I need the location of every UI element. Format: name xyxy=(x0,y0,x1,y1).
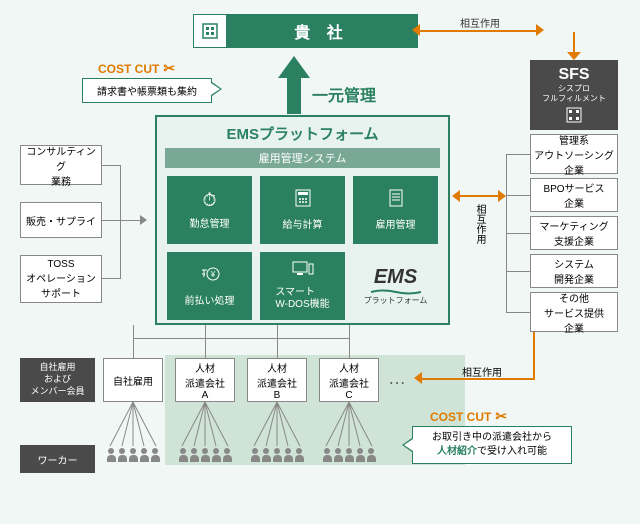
sfs-box: SFS シスプロ フルフィルメント xyxy=(530,60,618,130)
member-label: 自社雇用 および メンバー会員 xyxy=(20,358,95,402)
sfs-item: その他 サービス提供 企業 xyxy=(530,292,618,332)
arrow-stem xyxy=(287,92,301,114)
cost-cut-callout: お取引き中の派遣会社から 人材紹介で受け入れ可能 xyxy=(412,426,572,464)
worker-group xyxy=(322,448,376,462)
bottom-box-a: 人材 派遣会社 A xyxy=(175,358,235,402)
tile-label: 給与計算 xyxy=(283,216,323,231)
arrow-left xyxy=(412,24,420,36)
monitor-icon xyxy=(292,261,314,283)
left-box-consulting: コンサルティング 業務 xyxy=(20,145,102,185)
tile-employment: 雇用管理 xyxy=(353,176,438,244)
tile-label: スマート W-DOS機能 xyxy=(275,287,329,311)
callout-line: 人材紹介で受け入れ可能 xyxy=(417,445,567,459)
ems-platform: EMSプラットフォーム 雇用管理システム ⏱勤怠管理 給与計算 雇用管理 ¥前払… xyxy=(155,115,450,325)
left-box-sales: 販売・サプライ xyxy=(20,202,102,238)
arrow-right xyxy=(498,190,506,202)
scissors-icon: ✂ xyxy=(495,408,507,425)
sfs-item: マーケティング 支援企業 xyxy=(530,216,618,250)
callout-pointer xyxy=(404,439,413,451)
worker-group xyxy=(250,448,304,462)
cost-cut-title: COST CUT ✂ xyxy=(430,408,507,425)
callout-pointer xyxy=(211,83,220,95)
bottom-box-b: 人材 派遣会社 B xyxy=(247,358,307,402)
fan-lines xyxy=(100,402,390,448)
arrow-left xyxy=(414,372,422,384)
arrow-up xyxy=(278,56,310,78)
company-label: 貴 社 xyxy=(226,15,417,47)
left-box-toss: TOSS オペレーション サポート xyxy=(20,255,102,303)
arrow-left xyxy=(452,190,460,202)
center-arrow-label: 一元管理 xyxy=(312,82,376,106)
svg-text:¥: ¥ xyxy=(209,270,215,279)
ems-logo-sub: プラットフォーム xyxy=(364,295,428,306)
connector xyxy=(418,30,538,32)
tile-wdos: スマート W-DOS機能 xyxy=(260,252,345,320)
tile-prepay: ¥ 前払い処理 xyxy=(167,252,252,320)
building-icon xyxy=(565,106,583,124)
cost-cut-text: COST CUT xyxy=(430,410,491,424)
worker-label: ワーカー xyxy=(20,445,95,473)
bottom-box-own: 自社雇用 xyxy=(103,358,163,402)
arrow-down xyxy=(567,52,581,60)
arrow-right xyxy=(536,24,544,36)
interaction-label: 相互作用 xyxy=(472,204,487,244)
cost-cut-callout: 請求書や帳票類も集約 xyxy=(82,78,212,103)
callout-line: お取引き中の派遣会社から xyxy=(417,431,567,445)
sfs-subtitle: シスプロ フルフィルメント xyxy=(542,84,606,103)
tile-attendance: ⏱ 勤怠管理 xyxy=(167,176,252,244)
worker-group xyxy=(178,448,232,462)
ems-subtitle: 雇用管理システム xyxy=(165,148,440,168)
tile-label: 雇用管理 xyxy=(376,216,416,231)
callout-highlight: 人材紹介 xyxy=(437,446,477,457)
sfs-title: SFS xyxy=(558,66,589,84)
ellipsis: … xyxy=(388,368,406,389)
calculator-icon xyxy=(294,189,312,212)
ems-logo-text: EMS xyxy=(374,266,417,289)
building-icon xyxy=(194,15,226,47)
company-box: 貴 社 xyxy=(193,14,418,48)
cost-cut-text: COST CUT xyxy=(98,62,159,76)
yen-icon: ¥ xyxy=(200,265,220,288)
ems-title: EMSプラットフォーム xyxy=(157,117,448,144)
arrow-right-gray xyxy=(140,215,147,225)
arrow-stem xyxy=(287,78,301,92)
sfs-item: システム 開発企業 xyxy=(530,254,618,288)
sfs-item: 管理系 アウトソーシング 企業 xyxy=(530,134,618,174)
tile-payroll: 給与計算 xyxy=(260,176,345,244)
tile-label: 前払い処理 xyxy=(185,292,235,307)
document-icon xyxy=(388,189,404,212)
interaction-label: 相互作用 xyxy=(462,364,502,379)
callout-rest: で受け入れ可能 xyxy=(477,446,547,457)
clock-icon: ⏱ xyxy=(202,190,216,211)
cost-cut-title: COST CUT ✂ xyxy=(98,60,175,77)
sfs-item: BPOサービス 企業 xyxy=(530,178,618,212)
scissors-icon: ✂ xyxy=(163,60,175,77)
bottom-box-c: 人材 派遣会社 C xyxy=(319,358,379,402)
ems-logo: EMS プラットフォーム xyxy=(353,252,438,320)
worker-group xyxy=(106,448,160,462)
interaction-label: 相互作用 xyxy=(460,15,500,30)
tile-label: 勤怠管理 xyxy=(190,215,230,230)
